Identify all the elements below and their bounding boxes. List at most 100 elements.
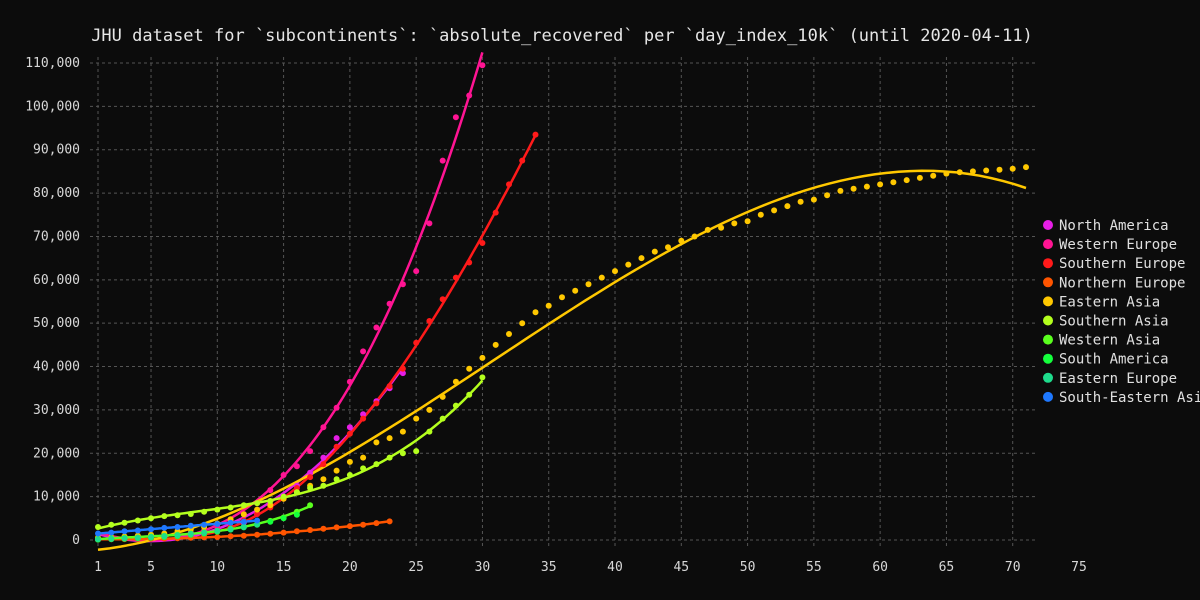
legend-marker [1043,277,1053,288]
data-point [863,183,870,190]
legend-label: South America [1059,352,1169,368]
data-point [307,485,314,491]
y-tick-label: 80,000 [33,186,80,201]
data-point [280,472,287,478]
x-tick-label: 75 [1071,560,1087,575]
x-tick-label: 25 [408,560,424,575]
legend-label: Southern Asia [1059,314,1169,330]
x-tick-label: 30 [475,560,491,575]
data-point [227,533,234,540]
data-point [320,424,327,431]
data-point [121,528,128,535]
data-point [651,248,658,255]
data-point [399,281,406,288]
data-point [108,529,115,536]
x-tick-label: 35 [541,560,557,575]
data-point [161,533,168,540]
data-point [214,506,221,513]
fit-line [203,134,537,536]
data-point [293,511,300,518]
data-point [307,502,314,509]
x-tick-label: 10 [209,560,225,575]
legend-label: Western Asia [1059,333,1160,349]
data-point [466,391,473,398]
fit-lines [97,52,1027,552]
legend-label: Eastern Europe [1059,371,1177,387]
data-point [201,529,208,536]
data-point [201,508,208,515]
data-point [333,404,340,411]
data-points [95,62,1029,543]
data-point [426,220,433,227]
fit-line [97,52,484,542]
data-point [161,524,168,531]
data-point [360,415,367,422]
data-point [320,461,327,468]
legend-marker [1043,258,1053,269]
y-tick-label: 20,000 [33,446,80,461]
data-point [333,524,340,531]
data-point [969,168,976,175]
data-point [254,511,261,517]
data-point [598,274,605,281]
x-tick-label: 1 [94,560,102,575]
data-point [466,92,473,99]
data-point [585,281,592,288]
data-point [307,448,314,455]
data-point [771,207,778,214]
data-point [426,406,433,413]
data-point [399,370,406,377]
data-point [307,474,314,481]
legend-marker [1043,372,1053,383]
data-point [837,187,844,194]
data-point [360,454,367,461]
legend-marker [1043,220,1053,230]
data-point [320,476,327,483]
data-point [240,502,247,509]
data-point [426,318,433,324]
data-point [890,179,897,186]
data-point [638,255,645,262]
data-point [996,166,1003,173]
data-point [95,524,101,530]
data-point [691,233,698,240]
data-point [174,512,181,519]
data-point [572,287,579,294]
data-point [399,365,406,372]
data-point [373,439,380,446]
data-point [254,531,261,538]
data-point [824,192,831,199]
data-point [187,522,194,529]
x-tick-label: 45 [673,560,689,575]
data-point [386,435,393,442]
x-tick-label: 70 [1005,560,1021,575]
y-tick-label: 10,000 [33,490,80,505]
data-point [214,521,221,527]
data-point [267,487,274,494]
x-tick-label: 20 [342,560,358,575]
data-point [174,524,181,530]
data-point [386,300,393,307]
data-point [413,268,420,275]
data-point [612,268,618,275]
y-tick-label: 100,000 [25,99,80,114]
data-point [227,526,234,533]
data-point [134,527,141,534]
data-point [545,302,552,309]
data-point [360,411,367,418]
legend-marker [1043,315,1053,326]
data-point [678,237,685,244]
chart-title: JHU dataset for `subcontinents`: `absolu… [91,26,1033,46]
data-point [187,530,194,537]
y-tick-label: 60,000 [33,273,80,288]
data-point [280,515,287,522]
legend-marker [1043,296,1053,307]
data-point [439,296,446,303]
fit-line [97,169,1027,552]
y-tick-label: 0 [72,533,80,548]
data-point [479,354,486,361]
data-point [280,529,287,536]
data-point [1023,164,1029,171]
data-point [943,170,950,177]
